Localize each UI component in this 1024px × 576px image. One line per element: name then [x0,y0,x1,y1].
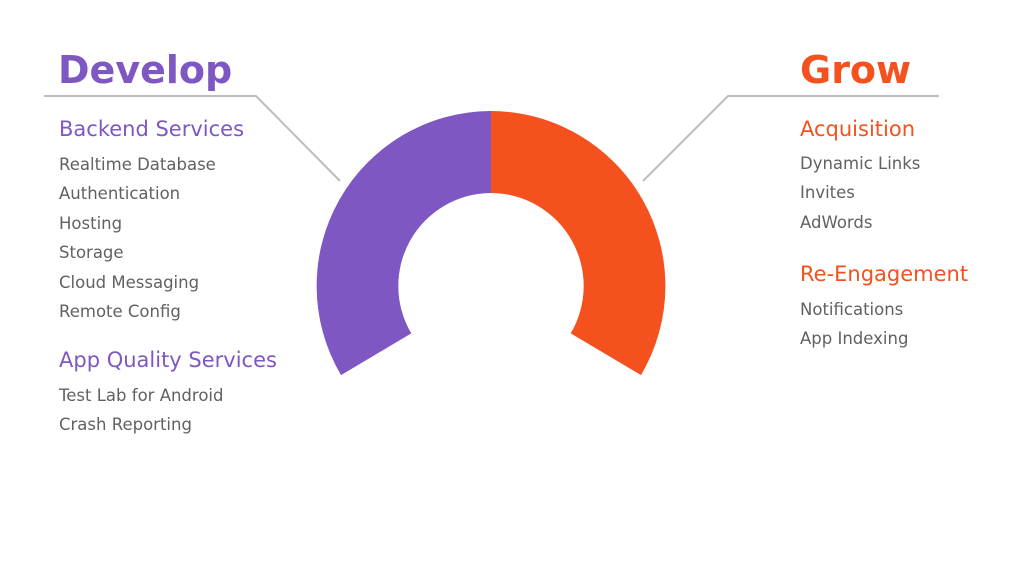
acquisition-heading: Acquisition [800,117,916,141]
re-engagement-heading: Re-Engagement [800,262,969,286]
develop-connector-line [44,95,341,182]
develop-title: Develop [58,48,233,92]
list-item: Storage [59,243,124,263]
list-item: Authentication [59,184,181,204]
backend-services-heading: Backend Services [59,117,245,141]
backend-services-list: Realtime Database Authentication Hosting… [59,150,216,326]
grow-arc-segment [491,111,666,376]
acquisition-list: Dynamic Links Invites AdWords [800,149,920,237]
list-item: Crash Reporting [59,415,192,435]
re-engagement-list: Notifications App Indexing [800,295,908,354]
list-item: Remote Config [59,302,181,322]
list-item: Realtime Database [59,155,216,174]
list-item: AdWords [800,212,873,232]
app-quality-services-heading: App Quality Services [59,348,277,372]
list-item: Dynamic Links [800,154,921,173]
develop-arc-segment [316,111,491,376]
list-item: Notifications [800,300,904,319]
list-item: Test Lab for Android [59,386,224,405]
grow-connector-line [642,95,939,182]
grow-title: Grow [800,48,912,92]
list-item: Hosting [59,213,123,233]
list-item: Cloud Messaging [59,272,200,292]
list-item: App Indexing [800,329,909,349]
list-item: Invites [800,183,855,203]
app-quality-services-list: Test Lab for Android Crash Reporting [59,381,223,440]
